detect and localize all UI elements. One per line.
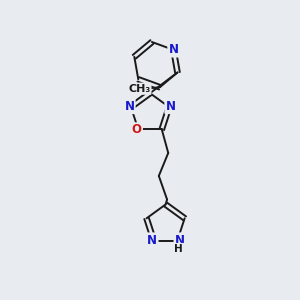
Text: N: N bbox=[166, 100, 176, 113]
Text: N: N bbox=[175, 234, 185, 247]
Text: H: H bbox=[175, 244, 183, 254]
Text: N: N bbox=[124, 100, 134, 113]
Text: N: N bbox=[169, 43, 178, 56]
Text: CH₃: CH₃ bbox=[128, 84, 150, 94]
Text: O: O bbox=[132, 124, 142, 136]
Text: N: N bbox=[147, 234, 158, 247]
